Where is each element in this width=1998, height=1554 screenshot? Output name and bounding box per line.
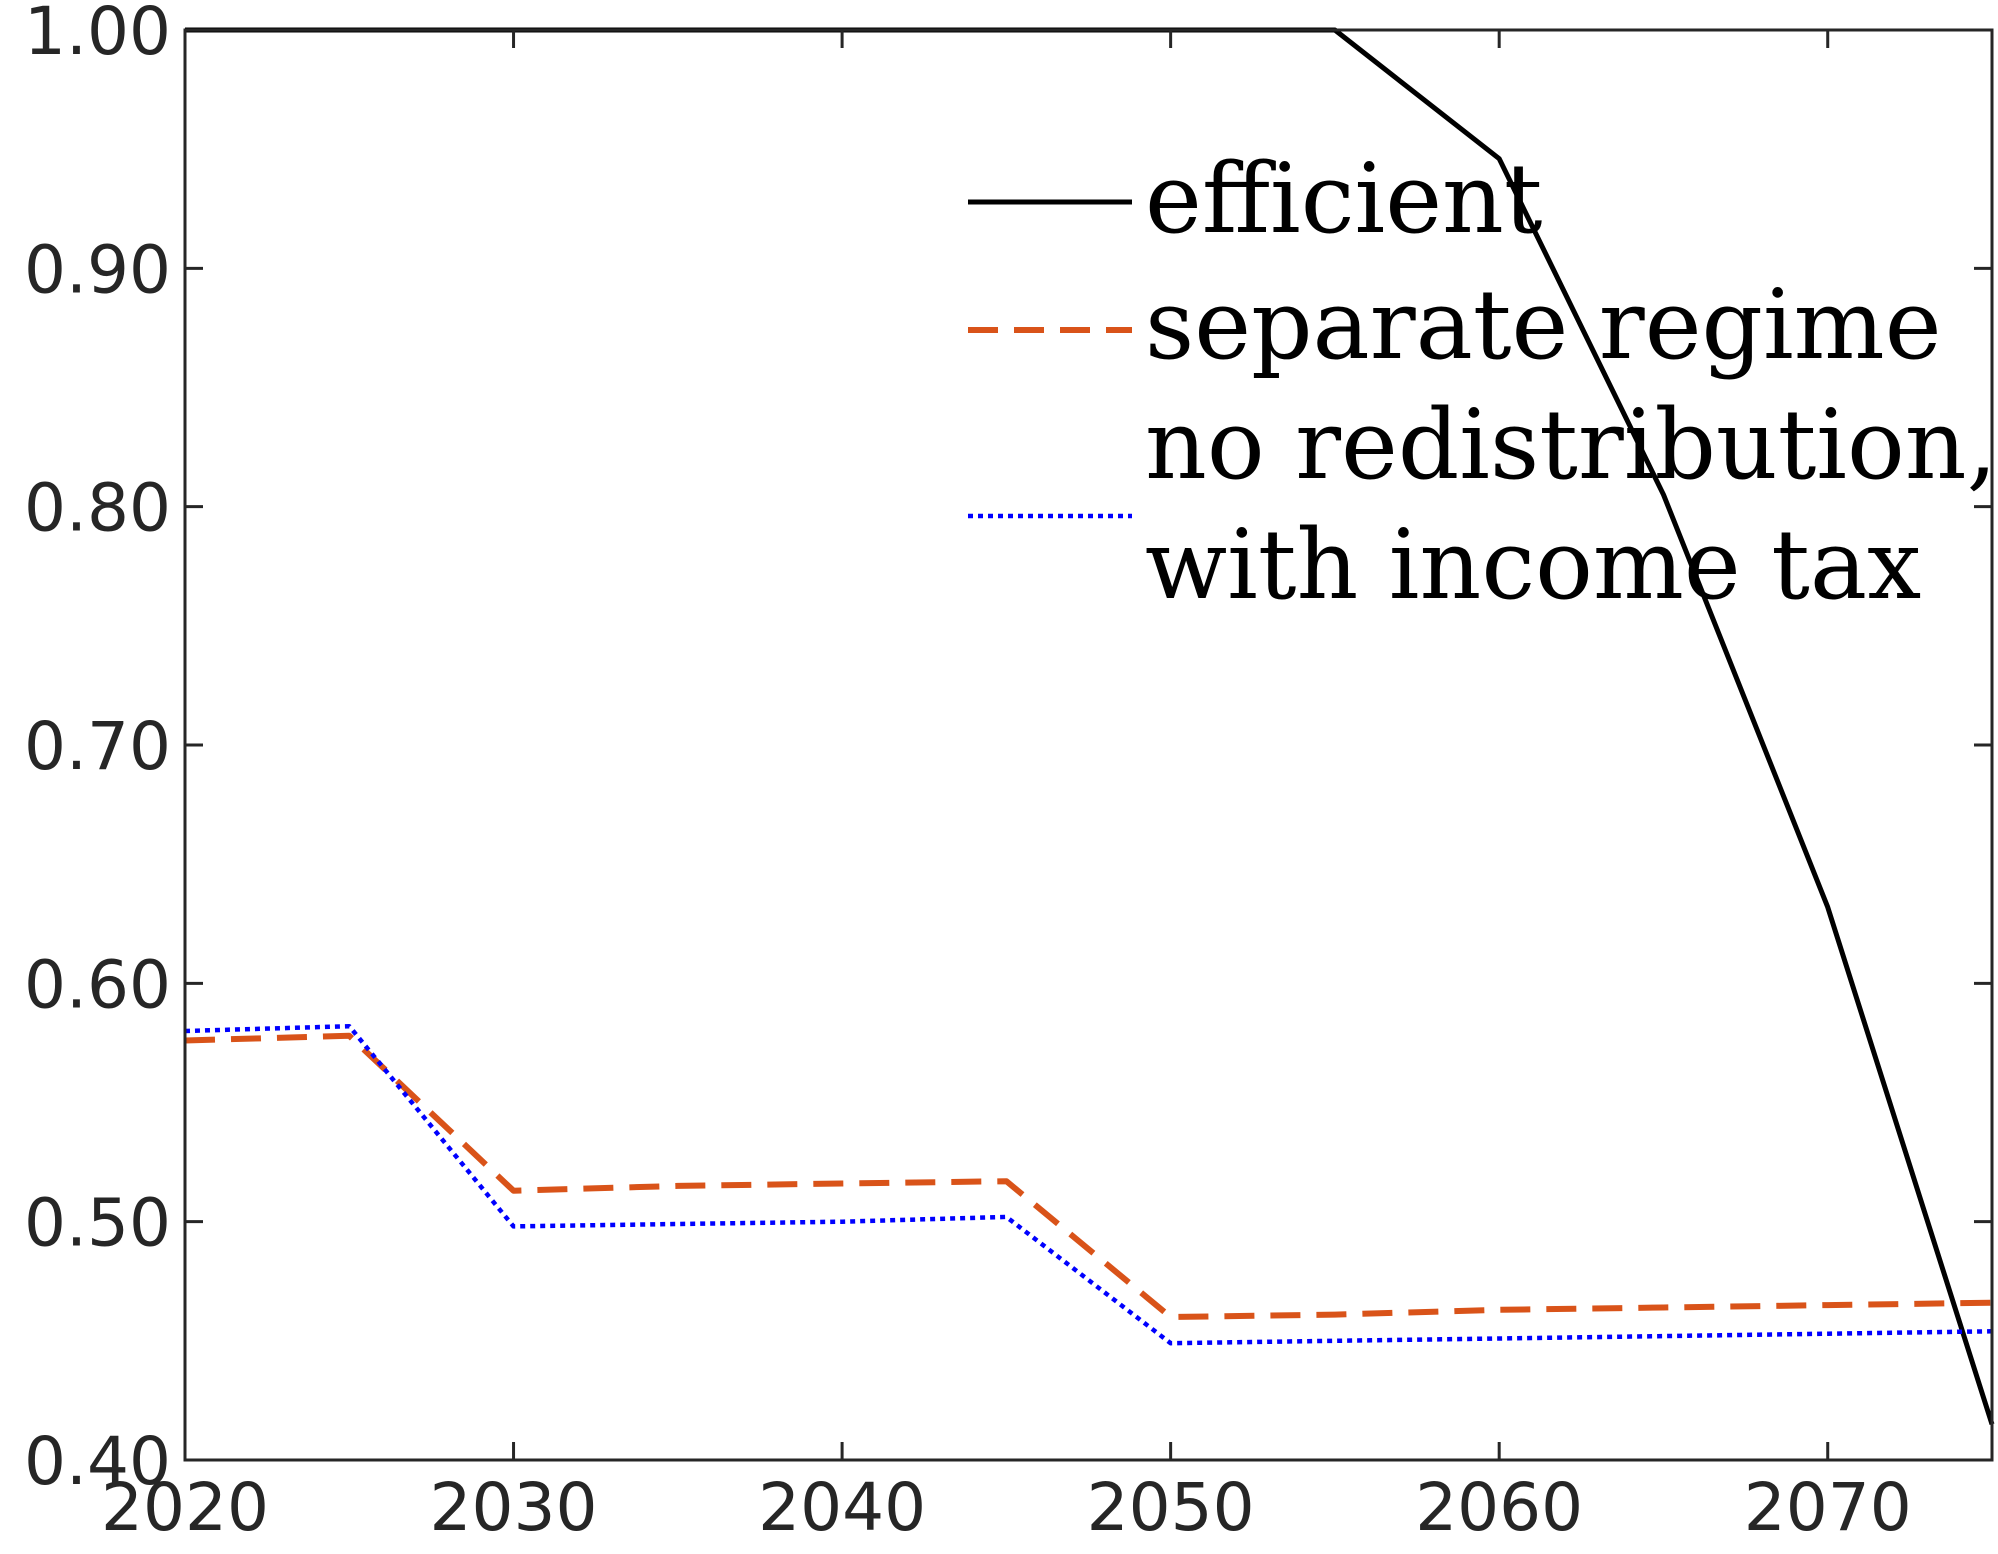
series-line-separate-regime — [184, 1032, 1993, 1320]
y-tick-label: 0.90 — [24, 231, 171, 308]
legend-label-no-redistribution-line2: with income tax — [1145, 509, 1921, 621]
y-tick-label: 0.50 — [24, 1185, 171, 1262]
legend-label-efficient: efficient — [1145, 143, 1542, 255]
x-tick-label: 2040 — [758, 1469, 926, 1546]
y-tick-label: 0.80 — [24, 470, 171, 547]
x-tick-label: 2030 — [430, 1469, 598, 1546]
y-tick-label: 0.40 — [24, 1423, 171, 1500]
x-tick-label: 2020 — [101, 1469, 269, 1546]
y-tick-label: 0.70 — [24, 708, 171, 785]
tick-layer: 2020 2030 2040 2050 2060 2070 0.40 0.50 0.60 0.70… — [24, 0, 1992, 1546]
x-tick-label: 2050 — [1087, 1469, 1255, 1546]
x-tick-label: 2060 — [1415, 1469, 1583, 1546]
y-tick-label: 0.60 — [24, 946, 171, 1023]
y-tick-label: 1.00 — [24, 0, 171, 70]
legend-label-no-redistribution-line1: no redistribution, — [1145, 389, 1997, 501]
x-tick-label: 2070 — [1744, 1469, 1912, 1546]
legend-label-separate-regime: separate regime — [1145, 269, 1942, 381]
series-line-no-redistribution-with-income-tax — [184, 1023, 1993, 1346]
